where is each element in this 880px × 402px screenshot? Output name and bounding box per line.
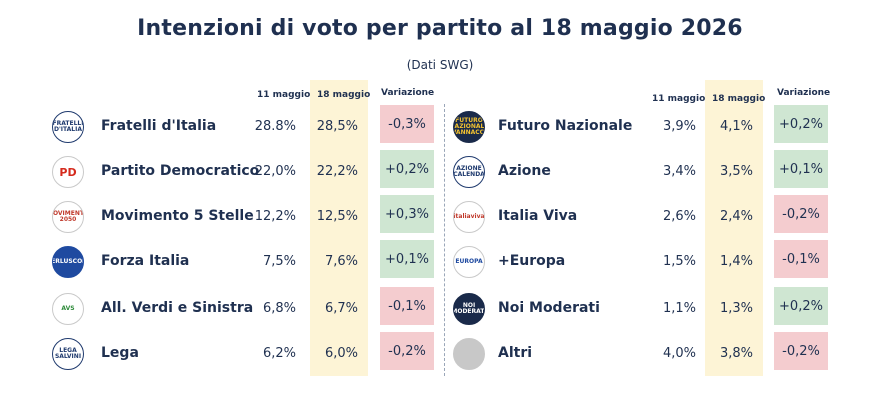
table-row: AZIONE CALENDA Azione 3,4% 3,5% +0,1% — [0, 149, 880, 193]
table-row: NOI MODERATI Noi Moderati 1,1% 1,3% +0,2% — [0, 286, 880, 330]
variation-cell: -0,1% — [380, 287, 434, 325]
table-row: BERLUSCONI Forza Italia 7,5% 7,6% +0,1% — [0, 239, 880, 283]
party-name: Azione — [498, 163, 551, 179]
italia-viva-logo-icon: italiaviva — [453, 201, 485, 233]
party-name: Lega — [101, 345, 139, 361]
value-11-maggio: 3,9% — [662, 119, 696, 134]
highlight-column-left — [310, 80, 368, 376]
table-row: FRATELLI D'ITALIA Fratelli d'Italia 28.8% 2… — [0, 104, 880, 148]
value-18-maggio: 6,0% — [324, 346, 358, 361]
party-name: Forza Italia — [101, 253, 190, 269]
party-name: Movimento 5 Stelle — [101, 208, 254, 224]
value-11-maggio: 3,4% — [662, 164, 696, 179]
value-11-maggio: 2,6% — [662, 209, 696, 224]
fratelli-d-italia-logo-icon: FRATELLI D'ITALIA — [52, 111, 84, 143]
value-11-maggio: 7,5% — [262, 254, 296, 269]
col-header-prev-left: 11 maggio — [257, 90, 311, 100]
col-header-curr-right: 18 maggio — [712, 94, 766, 104]
value-18-maggio: 3,8% — [719, 346, 753, 361]
value-11-maggio: 1,5% — [662, 254, 696, 269]
table-row: AVS All. Verdi e Sinistra 6,8% 6,7% -0,1% — [0, 286, 880, 330]
value-18-maggio: 1,4% — [719, 254, 753, 269]
party-name: Partito Democratico — [101, 163, 260, 179]
value-18-maggio: 12,5% — [316, 209, 358, 224]
party-name: All. Verdi e Sinistra — [101, 300, 254, 316]
table-row: LEGA SALVINI Lega 6,2% 6,0% -0,2% — [0, 331, 880, 375]
variation-cell: -0,1% — [774, 240, 828, 278]
value-11-maggio: 4,0% — [662, 346, 696, 361]
table-row: FUTURO NAZIONALE VANNACCI Futuro Nazional… — [0, 104, 880, 148]
variation-cell: +0,3% — [380, 195, 434, 233]
value-18-maggio: 2,4% — [719, 209, 753, 224]
value-11-maggio: 28.8% — [254, 119, 296, 134]
value-11-maggio: 22,0% — [254, 164, 296, 179]
variation-cell: +0,2% — [774, 105, 828, 143]
value-18-maggio: 4,1% — [719, 119, 753, 134]
variation-cell: -0,2% — [380, 332, 434, 370]
lega-logo-icon: LEGA SALVINI — [52, 338, 84, 370]
movimento-5-stelle-logo-icon: MOVIMENTO 2050 — [52, 201, 84, 233]
chart-title: Intenzioni di voto per partito al 18 mag… — [137, 16, 743, 41]
variation-cell: -0,2% — [774, 332, 828, 370]
value-18-maggio: 1,3% — [719, 301, 753, 316]
variation-cell: +0,2% — [380, 150, 434, 188]
party-name: Altri — [498, 345, 533, 361]
col-header-curr-left: 18 maggio — [317, 90, 371, 100]
verdi-sinistra-logo-icon: AVS — [52, 293, 84, 325]
col-header-change-left: Variazione — [381, 88, 435, 98]
altri-circle-icon — [453, 338, 485, 370]
table-row: italiaviva Italia Viva 2,6% 2,4% -0,2% — [0, 194, 880, 238]
value-18-maggio: 22,2% — [316, 164, 358, 179]
value-11-maggio: 12,2% — [254, 209, 296, 224]
value-18-maggio: 6,7% — [324, 301, 358, 316]
variation-cell: -0,3% — [380, 105, 434, 143]
value-11-maggio: 1,1% — [662, 301, 696, 316]
col-header-prev-right: 11 maggio — [652, 94, 706, 104]
partito-democratico-logo-icon: PD — [52, 156, 84, 188]
variation-cell: +0,1% — [774, 150, 828, 188]
table-divider — [444, 104, 445, 376]
value-11-maggio: 6,2% — [262, 346, 296, 361]
party-name: Noi Moderati — [498, 300, 600, 316]
party-name: +Europa — [498, 253, 566, 269]
party-name: Italia Viva — [498, 208, 578, 224]
variation-cell: +0,1% — [380, 240, 434, 278]
table-row: PD Partito Democratico 22,0% 22,2% +0,2% — [0, 149, 880, 193]
table-row: EUROPA +Europa 1,5% 1,4% -0,1% — [0, 239, 880, 283]
value-18-maggio: 28,5% — [316, 119, 358, 134]
forza-italia-logo-icon: BERLUSCONI — [52, 246, 84, 278]
party-name: Fratelli d'Italia — [101, 118, 217, 134]
party-name: Futuro Nazionale — [498, 118, 633, 134]
variation-cell: -0,2% — [774, 195, 828, 233]
futuro-nazionale-logo-icon: FUTURO NAZIONALE VANNACCI — [453, 111, 485, 143]
variation-cell: +0,2% — [774, 287, 828, 325]
value-11-maggio: 6,8% — [262, 301, 296, 316]
piu-europa-logo-icon: EUROPA — [453, 246, 485, 278]
value-18-maggio: 3,5% — [719, 164, 753, 179]
highlight-column-right — [705, 80, 763, 376]
chart-subtitle: (Dati SWG) — [406, 58, 474, 72]
azione-logo-icon: AZIONE CALENDA — [453, 156, 485, 188]
value-18-maggio: 7,6% — [324, 254, 358, 269]
table-row: Altri 4,0% 3,8% -0,2% — [0, 331, 880, 375]
noi-moderati-logo-icon: NOI MODERATI — [453, 293, 485, 325]
col-header-change-right: Variazione — [777, 88, 831, 98]
